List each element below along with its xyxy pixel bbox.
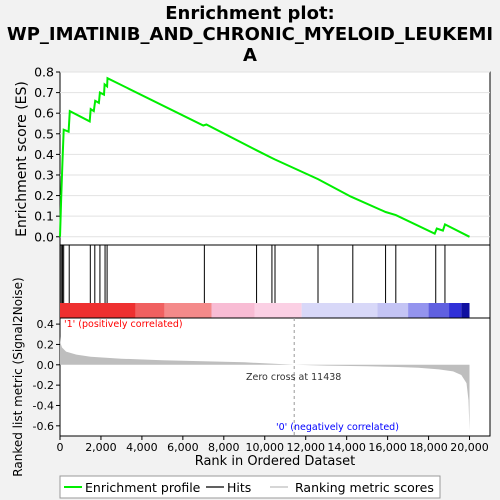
- hit-markers: [60, 245, 446, 303]
- x-tick-label: 10,000: [246, 441, 285, 454]
- rank-color-bar: [60, 303, 470, 318]
- es-y-axis-ticks: 0.0 0.1 0.2 0.3 0.4 0.5 0.6 0.7 0.8: [34, 65, 60, 244]
- rank-bar-segment: [135, 303, 165, 318]
- metric-y-tick-label: -0.4: [33, 399, 54, 412]
- metric-panel: [59, 317, 491, 437]
- es-y-tick-label: 0.5: [34, 126, 54, 141]
- metric-y-axis-label: Ranked list metric (Signal2Noise): [11, 277, 25, 476]
- rank-bar-segment: [428, 303, 450, 318]
- es-y-tick-label: 0.3: [34, 167, 54, 182]
- metric-y-tick-label: 0.4: [37, 318, 55, 331]
- x-tick-label: 8,000: [208, 441, 240, 454]
- rank-bar-segment: [449, 303, 462, 318]
- negative-label: '0' (negatively correlated): [276, 422, 399, 433]
- metric-y-tick-label: -0.2: [33, 379, 54, 392]
- rank-bar-segment: [301, 303, 378, 318]
- rank-bar-segment: [408, 303, 429, 318]
- rank-bar-segment: [377, 303, 409, 318]
- legend-hits-label: Hits: [227, 480, 251, 495]
- x-tick-label: 4,000: [126, 441, 158, 454]
- enrichment-profile-line: [59, 76, 470, 238]
- es-y-axis-label: Enrichment score (ES): [14, 81, 30, 237]
- x-tick-label: 14,000: [327, 441, 366, 454]
- x-tick-label: 20,000: [450, 441, 489, 454]
- metric-y-tick-label: 0.0: [37, 359, 55, 372]
- x-tick-label: 0: [57, 441, 64, 454]
- es-y-tick-label: 0.4: [34, 147, 54, 162]
- legend-metric-label: Ranking metric scores: [295, 480, 434, 495]
- x-axis-label: Rank in Ordered Dataset: [195, 454, 356, 469]
- x-axis-ticks: 0 2,000 4,000 6,000 8,000 10,000 12,000 14,000 1…: [57, 436, 489, 454]
- metric-y-tick-label: 0.2: [37, 338, 55, 351]
- es-y-tick-label: 0.0: [34, 229, 54, 244]
- rank-bar-segment: [461, 303, 470, 318]
- es-y-tick-label: 0.1: [34, 209, 54, 224]
- rank-bar-segment: [60, 303, 136, 318]
- rank-bar-segment: [254, 303, 302, 318]
- title-line-1: Enrichment plot:: [165, 3, 335, 24]
- positive-label: '1' (positively correlated): [64, 319, 183, 330]
- zero-cross-label: Zero cross at 11438: [246, 372, 341, 383]
- x-tick-label: 16,000: [368, 441, 407, 454]
- legend-box: [59, 475, 441, 499]
- title-line-2: WP_IMATINIB_AND_CHRONIC_MYELOID_LEUKEMI: [7, 24, 493, 45]
- metric-y-axis-ticks: -0.6 -0.4 -0.2 0.0 0.2 0.4: [33, 318, 60, 433]
- es-y-tick-label: 0.8: [34, 65, 54, 80]
- x-tick-label: 6,000: [167, 441, 199, 454]
- es-grid: [60, 71, 490, 238]
- rank-bar-segment: [164, 303, 212, 318]
- x-tick-label: 18,000: [409, 441, 448, 454]
- x-tick-label: 12,000: [286, 441, 325, 454]
- legend-es-label: Enrichment profile: [85, 480, 201, 495]
- es-y-tick-label: 0.2: [34, 188, 54, 203]
- es-y-tick-label: 0.6: [34, 106, 54, 121]
- title-line-3: A: [243, 45, 257, 66]
- es-y-tick-label: 0.7: [34, 85, 54, 100]
- x-tick-label: 2,000: [85, 441, 117, 454]
- metric-y-tick-label: -0.6: [33, 420, 54, 433]
- rank-bar-segment: [211, 303, 255, 318]
